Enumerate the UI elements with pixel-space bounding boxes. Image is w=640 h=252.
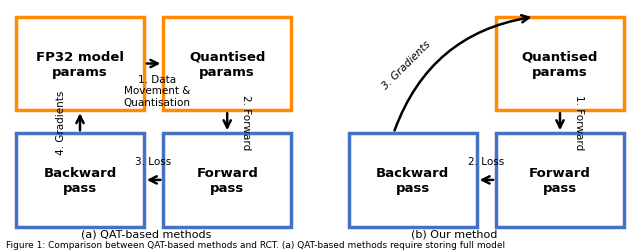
Text: 1. Data
Movement &
Quantisation: 1. Data Movement & Quantisation — [124, 74, 190, 107]
FancyBboxPatch shape — [163, 134, 291, 227]
FancyBboxPatch shape — [349, 134, 477, 227]
Text: 3. Gradients: 3. Gradients — [380, 40, 433, 91]
Text: Quantised
params: Quantised params — [189, 50, 266, 78]
FancyBboxPatch shape — [16, 18, 144, 111]
Text: 4. Gradients: 4. Gradients — [56, 90, 66, 154]
Text: Backward
pass: Backward pass — [376, 166, 449, 194]
Text: 1. Forward: 1. Forward — [574, 95, 584, 150]
Text: (b) Our method: (b) Our method — [412, 228, 497, 238]
Text: Forward
pass: Forward pass — [196, 166, 258, 194]
Text: Forward
pass: Forward pass — [529, 166, 591, 194]
Text: Backward
pass: Backward pass — [44, 166, 116, 194]
FancyBboxPatch shape — [163, 18, 291, 111]
FancyBboxPatch shape — [496, 18, 624, 111]
Text: FP32 model
params: FP32 model params — [36, 50, 124, 78]
Text: Figure 1: Comparison between QAT-based methods and RCT. (a) QAT-based methods re: Figure 1: Comparison between QAT-based m… — [6, 240, 506, 249]
Text: Quantised
params: Quantised params — [522, 50, 598, 78]
Text: (a) QAT-based methods: (a) QAT-based methods — [81, 228, 211, 238]
FancyBboxPatch shape — [16, 134, 144, 227]
Text: 3. Loss: 3. Loss — [136, 156, 172, 166]
Text: 2. Loss: 2. Loss — [468, 156, 504, 166]
Text: 2. Forward: 2. Forward — [241, 95, 252, 150]
FancyBboxPatch shape — [496, 134, 624, 227]
